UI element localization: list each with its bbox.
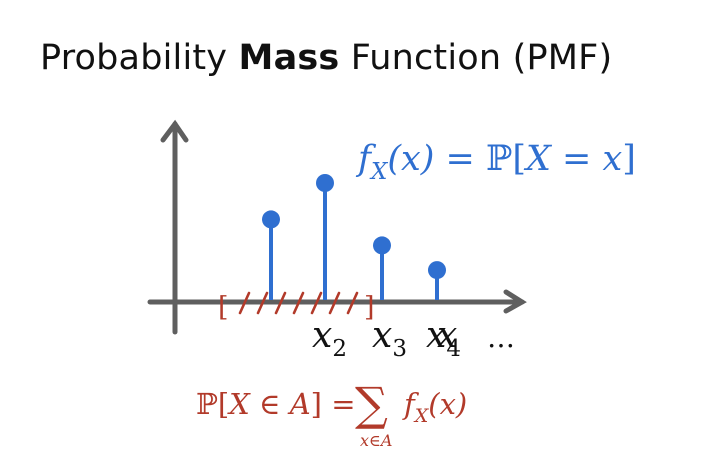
x2-label: x2 [312, 315, 347, 362]
x-labels: x2 x3 x4 x … [312, 315, 515, 362]
svg-text:ℙ[X ∈ A] =: ℙ[X ∈ A] = [196, 387, 356, 421]
y-axis-arrowhead [160, 119, 189, 143]
set-a-open-bracket: [ [218, 292, 229, 323]
x4-label: x4 [426, 315, 461, 362]
hatch-mark [274, 291, 287, 315]
hatch-mark [238, 291, 251, 315]
pmf-stems [262, 174, 446, 300]
title-text-2: Function (PMF) [339, 38, 613, 78]
def-arg: (x) [387, 139, 434, 179]
set-a-close-bracket: ] [364, 292, 375, 323]
set-a-interval: [ ] [218, 291, 375, 323]
hatch-mark [256, 291, 269, 315]
stem-dot-x4 [428, 261, 446, 280]
sum-f-subscript: X [413, 405, 430, 427]
x-axis-arrowhead [503, 289, 527, 314]
sum-formula: ℙ[X ∈ A] = ∑ x∈A fX(x) [196, 377, 467, 450]
sum-in: ∈ [250, 387, 290, 421]
sum-A: A [287, 387, 311, 421]
slide-title: Probability Mass Function (PMF) [40, 38, 612, 78]
sum-X: X [227, 387, 251, 421]
sum-equals: = [322, 387, 356, 421]
hatch-mark [328, 291, 341, 315]
svg-text:fX(x): fX(x) [402, 387, 467, 427]
ellipsis: … [487, 321, 515, 354]
def-prob-symbol: ℙ [486, 139, 512, 179]
hatch-mark [346, 291, 359, 315]
title-text-1: Probability [40, 38, 239, 78]
hatch-mark [292, 291, 305, 315]
title-bold-mass: Mass [238, 38, 340, 78]
def-equals: = [434, 139, 486, 179]
hatch-mark [310, 291, 323, 315]
def-event: X = x [523, 139, 622, 179]
x3-label: x3 [372, 315, 407, 362]
pmf-definition: fX(x) = ℙ[X = x] [355, 139, 636, 185]
svg-text:fX(x) = ℙ[X = x]: fX(x) = ℙ[X = x] [355, 139, 636, 185]
def-close-bracket: ] [622, 139, 636, 179]
stem-dot-x1 [262, 210, 280, 229]
sigma-subscript: x∈A [360, 431, 392, 450]
stem-dot-x2 [316, 174, 334, 192]
sum-open-bracket: [ [218, 387, 229, 421]
sum-prob-symbol: ℙ [196, 387, 218, 421]
sum-f-arg: (x) [428, 387, 467, 421]
set-a-hatches [238, 291, 359, 315]
sigma-symbol: ∑ [355, 377, 388, 431]
x-overlap-label: x [437, 315, 457, 356]
def-f-subscript: X [369, 159, 389, 185]
sum-close-bracket: ] [311, 387, 322, 421]
def-open-bracket: [ [512, 139, 526, 179]
stem-dot-x3 [373, 236, 391, 255]
